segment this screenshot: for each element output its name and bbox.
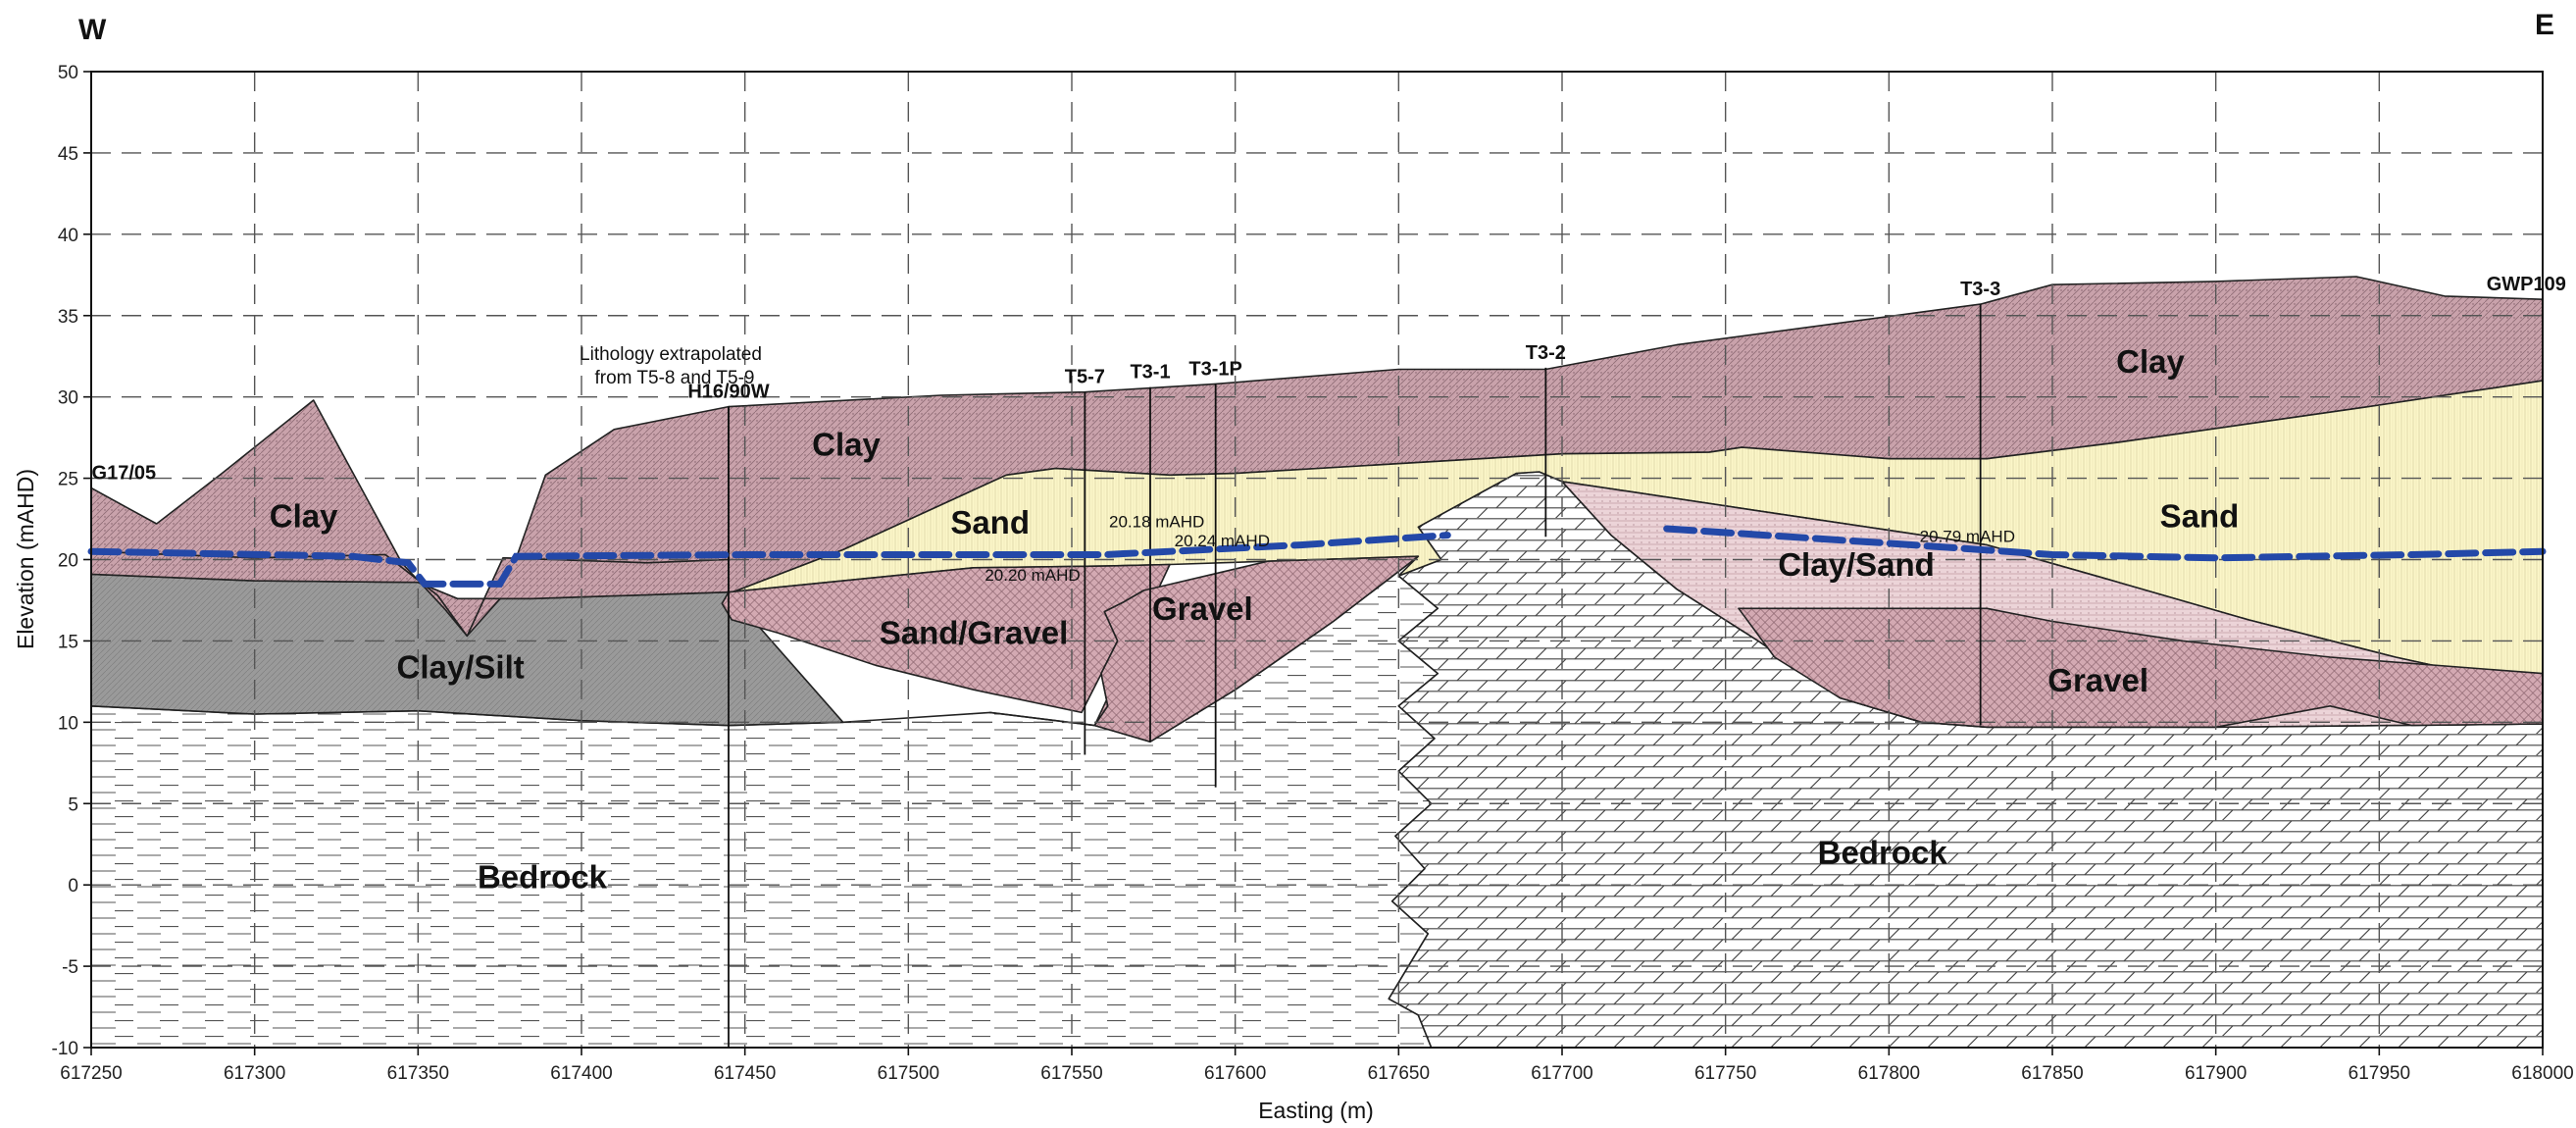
y-tick-label: 5 — [68, 795, 78, 815]
borehole-label: T3-1 — [1130, 362, 1170, 384]
x-tick-label: 618000 — [2511, 1063, 2573, 1084]
gravel-central-unit — [988, 555, 1420, 743]
x-axis-ticks: 617250 617300 617350 617400 617450 617500 6175… — [60, 1048, 2574, 1084]
unit-label: Clay/Silt — [397, 649, 525, 686]
y-tick-label: 15 — [58, 632, 78, 652]
east-label: E — [2535, 9, 2554, 41]
y-tick-label: 50 — [58, 63, 78, 83]
borehole-label: H16/90W — [687, 382, 769, 403]
x-tick-label: 617900 — [2185, 1063, 2247, 1084]
lithology-layers — [91, 276, 2543, 1048]
unit-label: Bedrock — [478, 858, 608, 895]
unit-label: Clay — [2116, 343, 2185, 380]
x-tick-label: 617950 — [2349, 1063, 2410, 1084]
unit-label: Clay — [812, 426, 881, 462]
unit-label: Gravel — [2047, 662, 2148, 698]
lithology-note-line2: from T5-8 and T5-9 — [595, 368, 755, 388]
unit-label: Clay — [270, 497, 338, 534]
borehole-label: T5-7 — [1065, 367, 1105, 388]
unit-label: Clay/Sand — [1778, 546, 1935, 583]
y-tick-label: 0 — [68, 876, 78, 897]
lithology-note-line1: Lithology extrapolated — [580, 344, 762, 365]
x-axis-title: Easting (m) — [1258, 1098, 1374, 1123]
y-tick-label: 35 — [58, 307, 78, 328]
water-table-line — [87, 525, 2547, 588]
y-tick-label: -10 — [52, 1039, 78, 1059]
y-tick-label: 45 — [58, 144, 78, 165]
x-tick-label: 617450 — [714, 1063, 776, 1084]
borehole-label: G17/05 — [92, 463, 157, 485]
x-tick-label: 617600 — [1204, 1063, 1266, 1084]
x-tick-label: 617750 — [1694, 1063, 1756, 1084]
x-tick-label: 617700 — [1531, 1063, 1592, 1084]
gravel-east-unit — [1738, 607, 2543, 729]
unit-label: Sand — [2160, 497, 2240, 534]
borehole-label: T3-1P — [1188, 358, 1241, 380]
x-tick-label: 617400 — [550, 1063, 612, 1084]
y-tick-label: 30 — [58, 388, 78, 409]
borehole-label: T3-2 — [1526, 342, 1566, 364]
y-tick-label: 10 — [58, 713, 78, 734]
borehole-label: T3-3 — [1960, 279, 2000, 300]
y-tick-label: 25 — [58, 470, 78, 490]
unit-label: Sand — [950, 504, 1030, 540]
y-axis-ticks: -10 -5 0 5 10 15 20 25 30 35 40 45 50 — [52, 63, 91, 1059]
y-axis-title: Elevation (mAHD) — [13, 469, 38, 649]
x-tick-label: 617500 — [878, 1063, 939, 1084]
unit-label: Bedrock — [1818, 835, 1948, 871]
unit-labels: Clay Clay/Silt Bedrock Clay Sand Sand/Gravel G… — [270, 343, 2240, 896]
y-tick-label: -5 — [62, 957, 78, 978]
grid-lines — [91, 72, 2543, 1048]
unit-label: Sand/Gravel — [880, 615, 1069, 651]
west-label: W — [78, 14, 107, 46]
water-level-label: 20.24 mAHD — [1175, 532, 1270, 550]
x-tick-label: 617250 — [60, 1063, 122, 1084]
unit-label: Gravel — [1152, 590, 1253, 627]
y-tick-label: 20 — [58, 551, 78, 572]
x-tick-label: 617850 — [2021, 1063, 2083, 1084]
x-tick-label: 617300 — [224, 1063, 285, 1084]
y-tick-label: 40 — [58, 226, 78, 246]
x-tick-label: 617800 — [1858, 1063, 1920, 1084]
x-tick-label: 617550 — [1040, 1063, 1102, 1084]
water-level-label: 20.79 mAHD — [1920, 527, 2015, 545]
x-tick-label: 617650 — [1368, 1063, 1430, 1084]
borehole-labels: G17/05 H16/90W T5-7 T3-1 T3-1P T3-2 T3-3 GWP109 — [92, 274, 2566, 484]
x-tick-label: 617350 — [387, 1063, 449, 1084]
borehole-traces — [728, 304, 1982, 1048]
water-level-label: 20.18 mAHD — [1109, 512, 1204, 531]
borehole-label: GWP109 — [2487, 274, 2566, 295]
water-level-label: 20.20 mAHD — [985, 566, 1080, 585]
